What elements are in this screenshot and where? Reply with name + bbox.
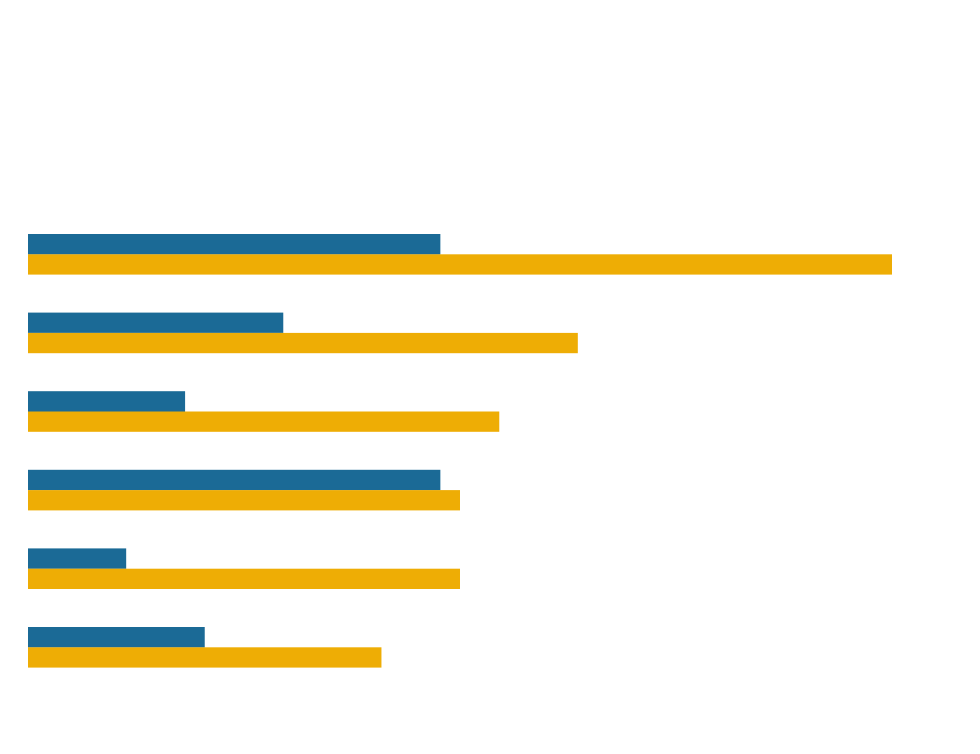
bar-category-4-series-1 <box>28 469 441 491</box>
bar-category-3-series-2 <box>28 411 500 432</box>
bars-group <box>28 234 892 668</box>
bar-category-2-series-2 <box>28 332 578 354</box>
bar-category-1-series-1 <box>28 234 441 255</box>
bar-category-3-series-1 <box>28 391 186 412</box>
bar-category-2-series-1 <box>28 312 284 333</box>
bar-category-6-series-2 <box>28 647 382 668</box>
bar-category-5-series-1 <box>28 548 127 569</box>
bar-category-1-series-2 <box>28 254 892 275</box>
bar-category-5-series-2 <box>28 568 460 589</box>
bar-category-6-series-1 <box>28 627 205 648</box>
bar-category-4-series-2 <box>28 490 460 511</box>
